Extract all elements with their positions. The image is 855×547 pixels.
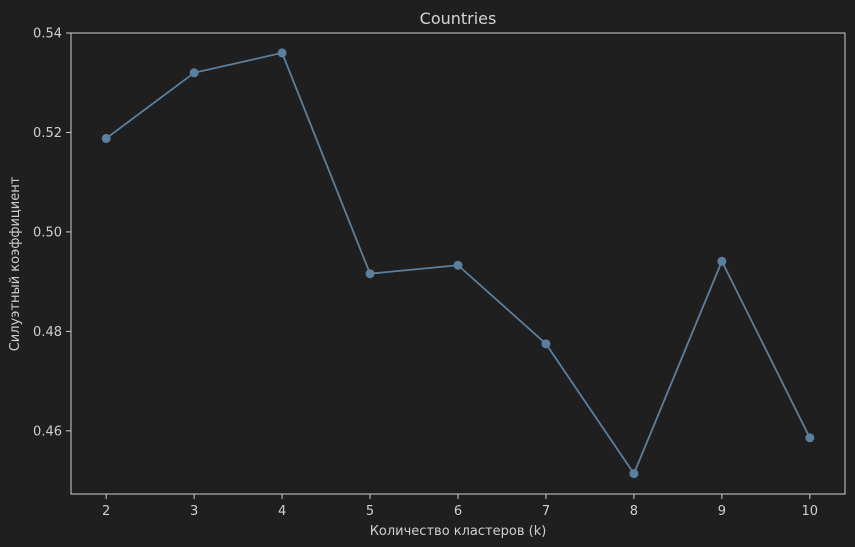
x-axis-label: Количество кластеров (k) xyxy=(370,524,547,539)
data-point xyxy=(541,339,551,349)
chart-title: Countries xyxy=(420,9,497,28)
y-tick-label: 0.48 xyxy=(33,325,62,340)
x-axis: 2 3 4 5 6 7 8 9 10 xyxy=(102,494,818,519)
data-point xyxy=(717,256,727,266)
x-tick-label: 5 xyxy=(366,504,374,519)
data-point xyxy=(805,433,815,443)
x-tick-label: 4 xyxy=(278,504,286,519)
data-point xyxy=(277,48,287,58)
x-tick-label: 7 xyxy=(542,504,550,519)
y-tick-label: 0.54 xyxy=(33,27,62,42)
data-point xyxy=(365,269,375,279)
y-tick-label: 0.50 xyxy=(33,225,62,240)
x-tick-label: 8 xyxy=(630,504,638,519)
y-tick-label: 0.52 xyxy=(33,126,62,141)
data-point xyxy=(453,260,463,270)
series-layer xyxy=(101,48,815,479)
y-axis: 0.46 0.48 0.50 0.52 0.54 xyxy=(33,27,71,439)
data-point xyxy=(101,133,111,143)
x-tick-label: 9 xyxy=(718,504,726,519)
x-tick-label: 10 xyxy=(802,504,819,519)
data-point xyxy=(189,68,199,78)
y-tick-label: 0.46 xyxy=(33,424,62,439)
x-tick-label: 3 xyxy=(190,504,198,519)
data-point xyxy=(629,469,639,479)
x-tick-label: 6 xyxy=(454,504,462,519)
x-tick-label: 2 xyxy=(102,504,110,519)
y-axis-label: Силуэтный коэффициент xyxy=(8,176,23,351)
